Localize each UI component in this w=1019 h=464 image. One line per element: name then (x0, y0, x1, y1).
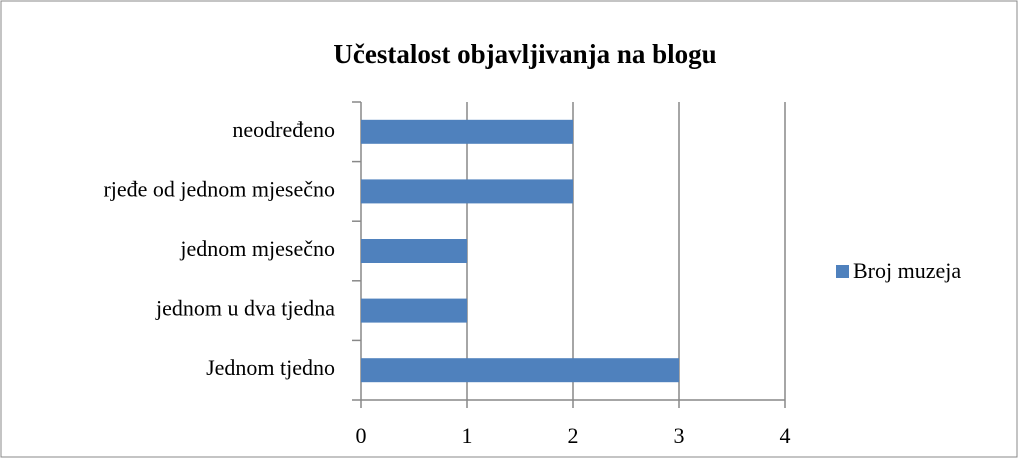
chart-title: Učestalost objavljivanja na blogu (333, 39, 716, 69)
bar (361, 179, 573, 204)
bar (361, 298, 467, 323)
x-tick-label: 3 (674, 423, 685, 448)
bar (361, 119, 573, 144)
x-tick-label: 1 (462, 423, 473, 448)
legend-label: Broj muzeja (853, 258, 961, 283)
y-tick-label: jednom u dva tjedna (155, 296, 335, 321)
y-tick-label: rjeđe od jednom mjesečno (103, 176, 335, 201)
bar (361, 358, 679, 383)
x-tick-label: 4 (780, 423, 791, 448)
legend-swatch (836, 265, 849, 278)
y-tick-label: Jednom tjedno (206, 355, 335, 380)
x-tick-label: 2 (568, 423, 579, 448)
y-tick-label: jednom mjesečno (179, 236, 335, 261)
bar (361, 239, 467, 263)
x-tick-label: 0 (356, 423, 367, 448)
y-tick-label: neodređeno (232, 117, 335, 142)
